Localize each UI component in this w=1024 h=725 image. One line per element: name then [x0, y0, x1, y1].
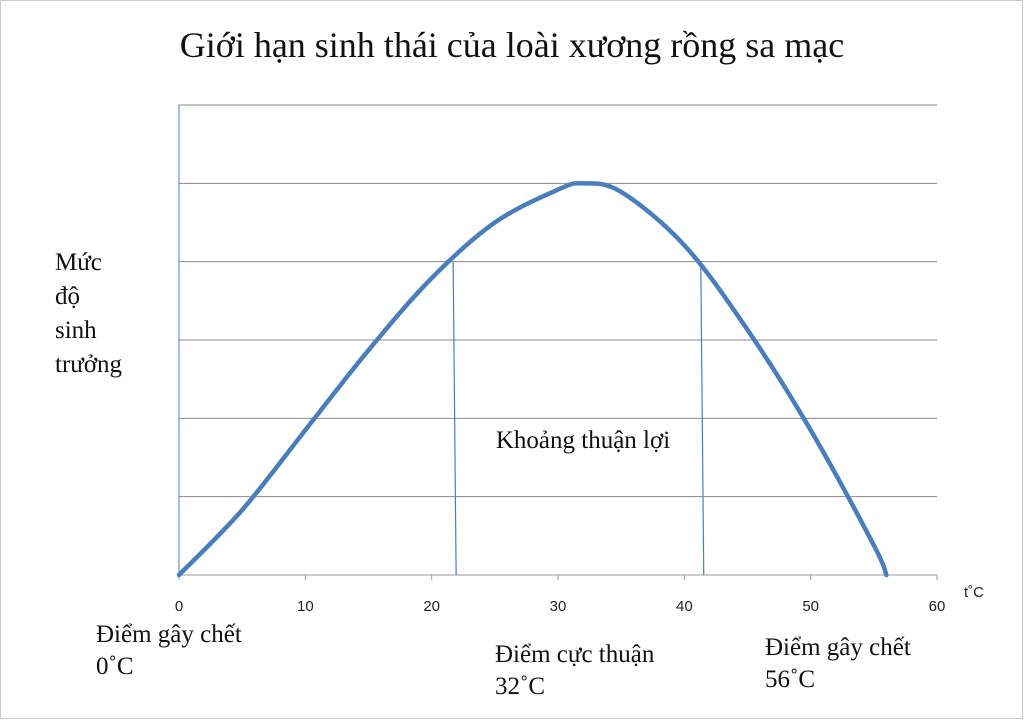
- x-tick-label: 40: [676, 598, 693, 615]
- range-label: Khoảng thuận lợi: [496, 427, 670, 454]
- x-tick-label: 50: [802, 598, 819, 615]
- annotation: 0˚C: [96, 653, 134, 680]
- y-axis-label: sinh: [55, 317, 97, 344]
- x-tick-label: 30: [550, 598, 567, 615]
- annotation: 56˚C: [765, 666, 815, 693]
- annotation: 32˚C: [495, 673, 545, 700]
- y-axis-label: độ: [55, 283, 80, 310]
- x-tick-label: 10: [297, 598, 314, 615]
- y-axis-label: Mức: [55, 249, 102, 276]
- y-axis-label: trưởng: [55, 351, 123, 378]
- range-line: [700, 261, 705, 576]
- x-tick-label: 60: [929, 598, 946, 615]
- chart-title: Giới hạn sinh thái của loài xương rồng s…: [180, 25, 844, 65]
- x-tick-label: 20: [423, 598, 440, 615]
- annotation: Điểm gây chết: [96, 621, 242, 648]
- annotation: Điểm gây chết: [765, 634, 911, 661]
- x-axis-label: t˚C: [964, 584, 984, 601]
- line: [176, 180, 889, 578]
- annotation: Điểm cực thuận: [495, 641, 655, 668]
- x-tick-label: 0: [175, 598, 183, 615]
- range-line: [452, 261, 457, 576]
